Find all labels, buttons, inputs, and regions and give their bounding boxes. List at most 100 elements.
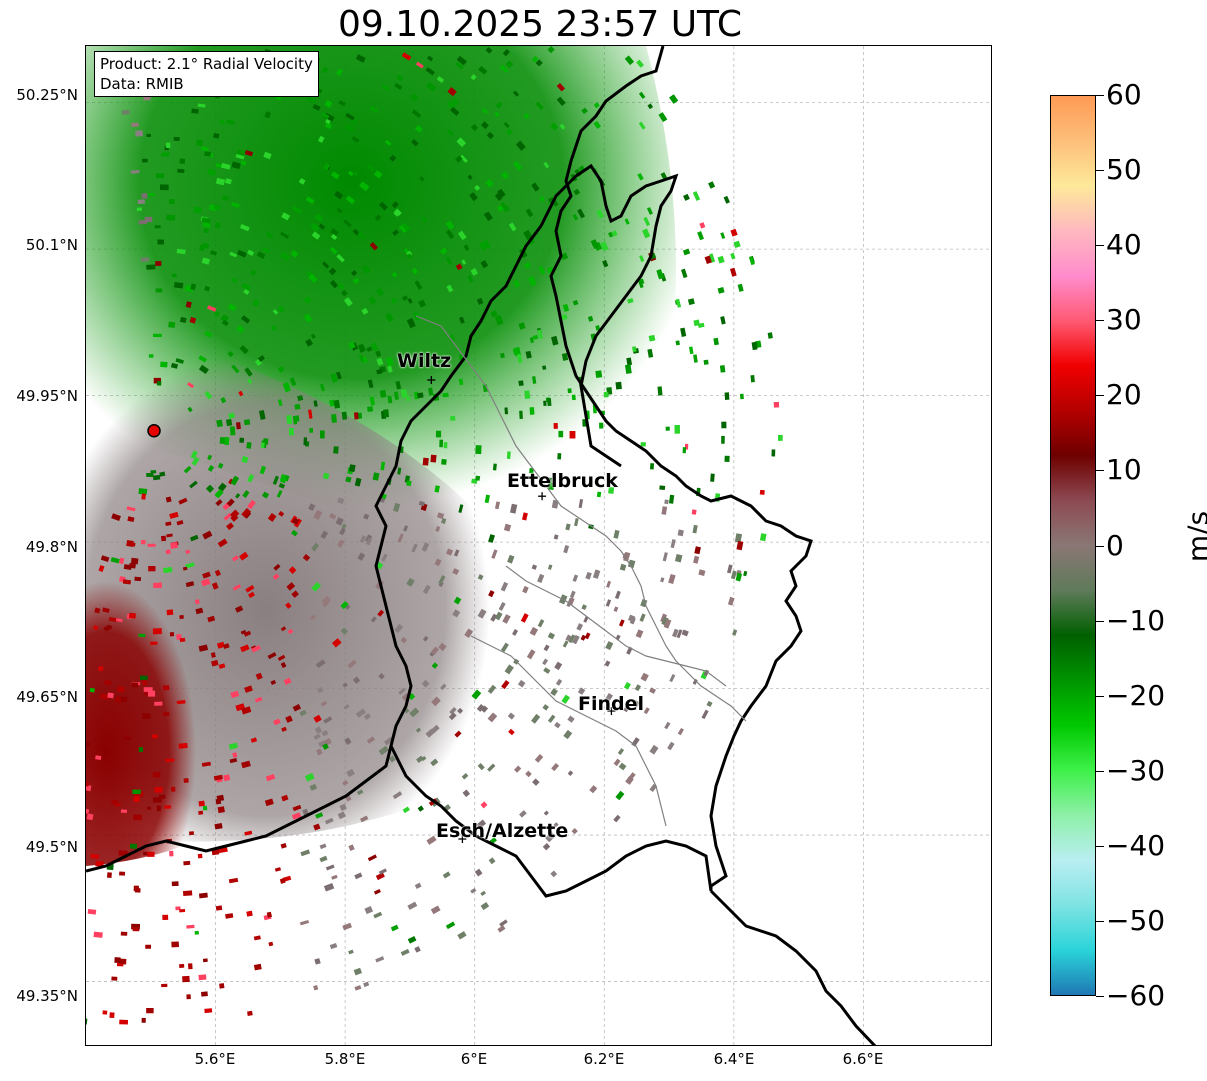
echo-gate — [161, 152, 170, 157]
echo-gate — [213, 310, 220, 317]
border-luxembourg-north — [539, 163, 679, 468]
echo-gate — [198, 355, 207, 363]
echo-gate — [310, 222, 321, 233]
city-label-wiltz: Wiltz — [397, 350, 452, 372]
echo-gate — [200, 578, 211, 587]
echo-gate — [379, 389, 387, 398]
echo-gate — [255, 672, 263, 680]
echo-gate — [185, 562, 195, 569]
echo-gate — [337, 497, 345, 505]
echo-gate — [476, 297, 484, 305]
echo-gate — [274, 867, 282, 872]
echo-gate — [308, 409, 313, 419]
radar-map[interactable] — [85, 45, 992, 1046]
echo-gate — [163, 712, 170, 716]
echo-gate — [243, 288, 250, 295]
echo-gate — [318, 740, 327, 748]
echo-gate — [170, 786, 176, 792]
echo-gate — [532, 778, 540, 786]
echo-gate — [431, 696, 441, 707]
echo-gate — [204, 330, 213, 338]
echo-gate — [543, 161, 550, 169]
echo-gate — [455, 263, 463, 271]
echo-gate — [697, 322, 705, 328]
echo-gate — [158, 794, 166, 799]
echo-gate — [94, 607, 101, 614]
echo-gate — [660, 172, 668, 180]
echo-gate — [480, 801, 488, 809]
echo-gate — [638, 281, 644, 289]
echo-gate — [169, 631, 175, 637]
echo-gate — [286, 414, 293, 425]
echo-gate — [750, 374, 755, 383]
echo-gate — [313, 733, 321, 740]
echo-gate — [385, 312, 394, 323]
echo-gate — [401, 295, 409, 302]
echo-gate — [488, 857, 496, 865]
echo-gate — [314, 958, 321, 965]
echo-gate — [329, 279, 339, 289]
echo-gate — [292, 415, 298, 425]
echo-gate — [100, 555, 110, 563]
echo-gate — [628, 614, 636, 623]
echo-gate — [288, 566, 297, 574]
echo-gate — [567, 715, 575, 723]
echo-gate — [475, 475, 481, 481]
echo-gate — [241, 507, 252, 518]
echo-gate — [484, 494, 491, 504]
echo-gate — [581, 107, 588, 115]
echo-gate — [207, 465, 215, 472]
echo-gate — [329, 942, 338, 950]
echo-gate — [378, 868, 387, 875]
echo-gate — [244, 367, 253, 377]
echo-gate — [396, 74, 404, 82]
echo-gate — [330, 233, 338, 241]
echo-gate — [291, 812, 302, 820]
echo-gate — [649, 463, 655, 470]
echo-gate — [401, 222, 411, 232]
echo-gate — [435, 430, 442, 438]
country-borders — [86, 46, 877, 1045]
echo-gate — [392, 229, 399, 236]
echo-gate — [392, 791, 403, 800]
echo-gate — [556, 96, 566, 106]
echo-gate — [376, 287, 385, 297]
echo-gate — [527, 275, 537, 287]
echo-gate — [672, 628, 679, 638]
echo-gate — [600, 241, 609, 252]
echo-gate — [294, 403, 301, 410]
echo-gate — [367, 379, 374, 389]
echo-gate — [235, 422, 241, 430]
echo-gate — [547, 632, 556, 640]
echo-gate — [89, 687, 96, 693]
lon-label: 6.4°E — [713, 1050, 755, 1068]
echo-gate — [523, 229, 533, 241]
echo-gate — [154, 701, 163, 706]
echo-gate — [147, 806, 152, 810]
echo-gate — [407, 936, 417, 944]
echo-gate — [577, 687, 586, 695]
echo-gate — [194, 599, 200, 605]
canton-boundary-3 — [505, 565, 727, 687]
echo-gate — [425, 67, 435, 76]
echo-gate — [280, 473, 287, 482]
echo-gate — [529, 407, 535, 415]
echo-gate — [336, 254, 345, 263]
echo-gate — [596, 491, 602, 498]
echo-gate — [103, 626, 110, 632]
echo-gate — [613, 758, 621, 767]
echo-gate — [265, 773, 276, 782]
echo-gate — [319, 383, 326, 392]
echo-gate — [403, 525, 409, 532]
echo-gate — [179, 158, 186, 164]
echo-gate — [252, 299, 260, 307]
echo-gate — [512, 347, 520, 356]
echo-gate — [239, 437, 245, 443]
echo-gate — [378, 201, 388, 211]
echo-gate — [204, 390, 213, 400]
echo-gate — [477, 574, 484, 581]
echo-gate — [227, 350, 234, 358]
echo-gate — [352, 277, 360, 285]
echo-gate — [323, 716, 333, 724]
echo-gate — [344, 737, 352, 746]
